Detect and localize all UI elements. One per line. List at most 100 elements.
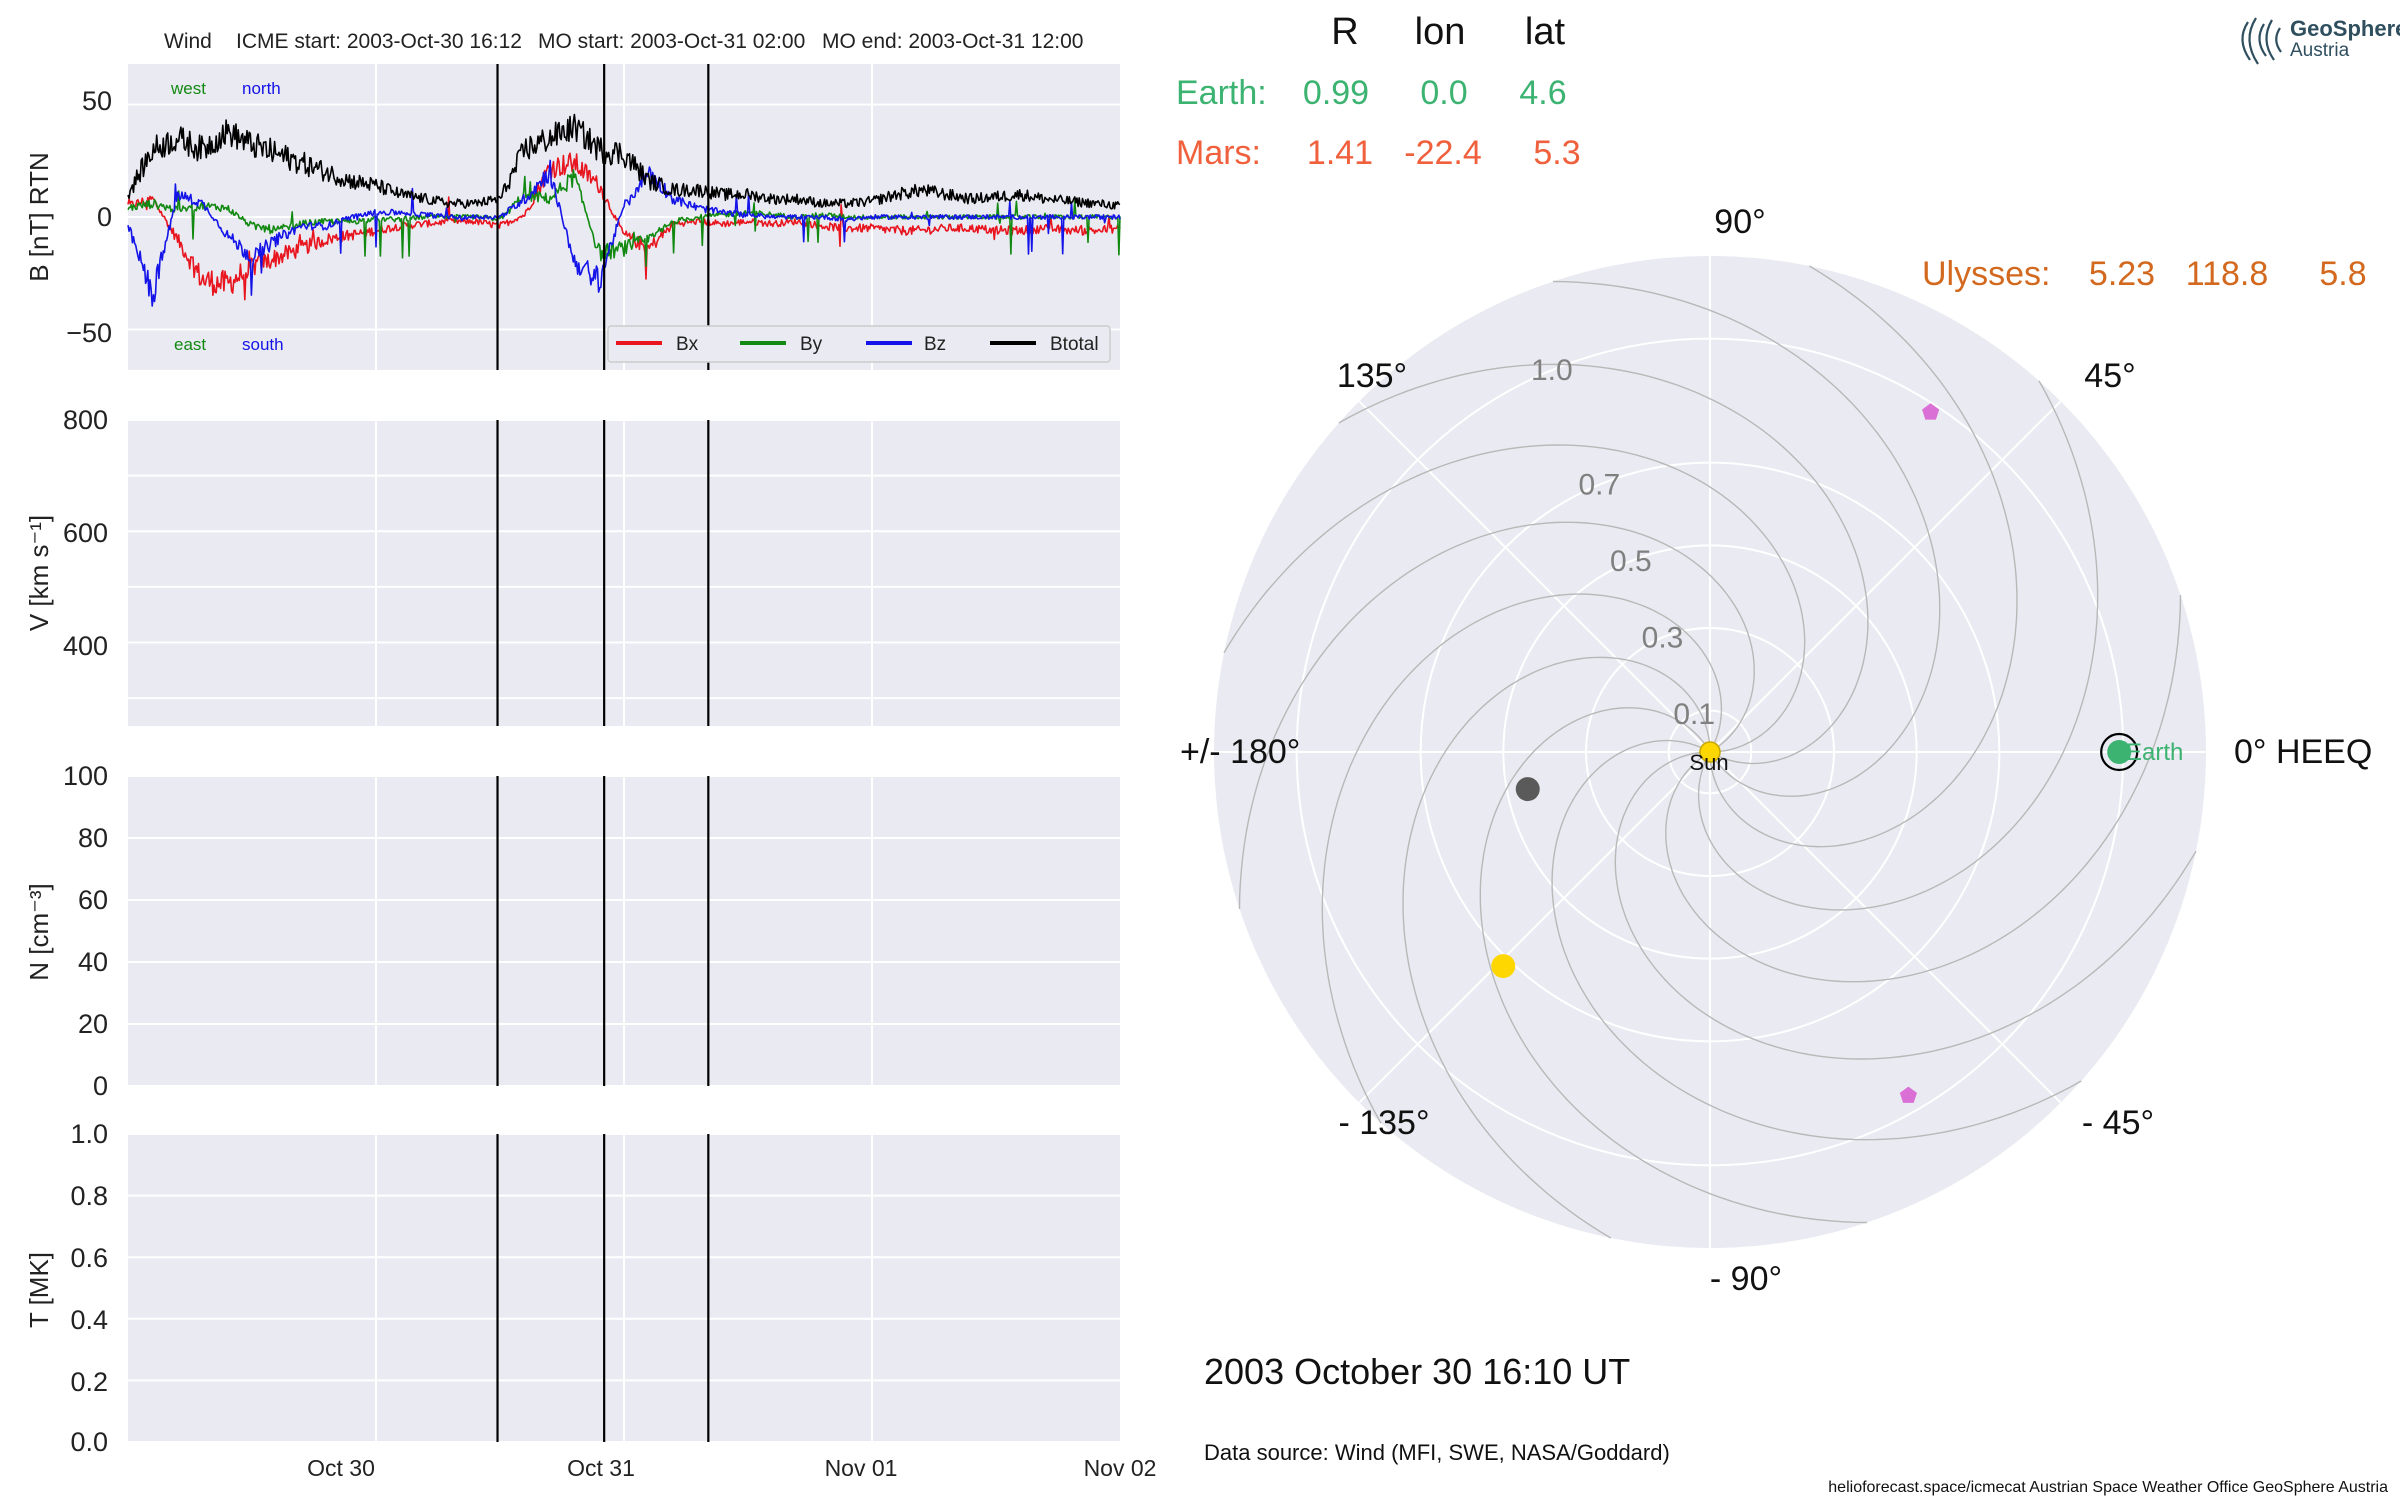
angle-label-m45: - 45° <box>2082 1104 2154 1142</box>
legend-btotal: Btotal <box>1050 334 1099 355</box>
parker-spiral <box>1614 751 2197 1060</box>
panel-t-event-lines <box>496 1134 710 1442</box>
earth-ring-marker <box>2100 732 2139 772</box>
ulysses-row-name: Ulysses: <box>1922 255 2050 293</box>
panel-temperature: 1.0 0.8 0.6 0.4 0.2 0.0 T [MK] Oct 30 Oc… <box>24 1119 1156 1481</box>
south-annotation: south <box>242 335 284 354</box>
v-ytick-600: 600 <box>63 518 108 548</box>
parker-spiral <box>1223 444 1806 753</box>
parker-spiral <box>1479 707 1868 1224</box>
angle-label-45: 45° <box>2084 357 2135 395</box>
panel-n-event-lines <box>496 776 710 1086</box>
panel-b-field: west north east south Bx By Bz Btotal 50… <box>24 64 1121 370</box>
v-ylabel: V [km s⁻¹] <box>24 515 54 631</box>
xtick-nov02: Nov 02 <box>1084 1455 1157 1481</box>
east-annotation: east <box>174 335 206 354</box>
t-ytick-04: 0.4 <box>70 1305 108 1335</box>
angle-label-90: 90° <box>1714 203 1765 241</box>
t-ytick-02: 0.2 <box>70 1367 108 1397</box>
rtick-0-5: 0.5 <box>1610 545 1652 578</box>
col-header-r: R <box>1331 11 1358 53</box>
planet-table: R lon lat Earth: 0.99 0.0 4.6 Mars: 1.41… <box>1176 11 2367 293</box>
earth-row-name: Earth: <box>1176 74 1267 112</box>
panel-n-grid <box>128 775 1120 1087</box>
logo-line2: Austria <box>2290 40 2350 61</box>
parker-spiral <box>1238 521 1755 910</box>
n-ytick-80: 80 <box>78 823 108 853</box>
series-bx <box>127 152 1121 301</box>
polar-r-ticks: 0.1 0.3 0.5 0.7 1.0 <box>1531 354 1715 731</box>
west-annotation: west <box>170 79 206 98</box>
mars-row-lat: 5.3 <box>1533 134 1580 172</box>
parker-spiral <box>1402 656 1711 1239</box>
parker-spiral <box>1338 363 1869 765</box>
t-ytick-08: 0.8 <box>70 1181 108 1211</box>
mo-start-label: MO start: 2003-Oct-31 02:00 <box>538 30 805 53</box>
ulysses-row-lon: 118.8 <box>2186 255 2269 293</box>
n-ytick-20: 20 <box>78 1009 108 1039</box>
spacecraft-label: Wind <box>164 30 212 53</box>
angle-label-180: +/- 180° <box>1180 733 1300 771</box>
legend-by: By <box>800 334 823 355</box>
geosphere-logo: GeoSphere Austria <box>2241 16 2400 65</box>
t-ytick-06: 0.6 <box>70 1243 108 1273</box>
angle-label-0: 0° HEEQ <box>2234 733 2372 771</box>
v-ytick-800: 800 <box>63 405 108 435</box>
date-label: 2003 October 30 16:10 UT <box>1204 1351 1630 1392</box>
n-ylabel: N [cm⁻³] <box>24 883 54 981</box>
logo-line1: GeoSphere <box>2290 16 2400 41</box>
ulysses-row-lat: 5.8 <box>2319 255 2366 293</box>
panel-density: 100 80 60 40 20 0 N [cm⁻³] <box>24 761 1120 1101</box>
mars-row-lon: -22.4 <box>1404 134 1482 172</box>
polar-points <box>1491 403 2139 1103</box>
panel-velocity: 800 600 400 V [km s⁻¹] <box>24 405 1120 726</box>
t-ylabel: T [MK] <box>24 1252 54 1328</box>
b-ytick-0: 0 <box>97 202 112 232</box>
polar-plot: 0.1 0.3 0.5 0.7 1.0 0° HEEQ 45° 90° 135°… <box>1180 203 2372 1298</box>
b-ytick-50: 50 <box>82 86 112 116</box>
angle-label-135: 135° <box>1337 357 1407 395</box>
b-legend: Bx By Bz Btotal <box>607 325 1111 363</box>
north-annotation: north <box>242 79 281 98</box>
parker-spiral <box>1697 380 2099 911</box>
parker-spiral <box>1665 594 2182 983</box>
body-marker-1 <box>1515 777 1540 802</box>
n-ytick-40: 40 <box>78 947 108 977</box>
parker-spirals <box>1223 265 2197 1239</box>
polar-spoke <box>1358 400 1711 753</box>
parker-spiral <box>1551 739 2082 1141</box>
footer-credits: helioforecast.space/icmecat Austrian Spa… <box>1828 1479 2388 1496</box>
b-ylabel: B [nT] RTN <box>24 152 54 282</box>
polar-spoke <box>1358 751 1711 1104</box>
earth-polar-label: Earth <box>2126 739 2183 766</box>
series-bz <box>127 159 1121 307</box>
sun-label: Sun <box>1689 750 1728 775</box>
ulysses-row-r: 5.23 <box>2089 255 2155 293</box>
sun-marker <box>1699 741 1721 763</box>
earth-marker <box>2107 740 2132 764</box>
rtick-0-1: 0.1 <box>1673 698 1715 731</box>
col-header-lat: lat <box>1525 11 1566 53</box>
spacecraft-marker-4 <box>1899 1086 1917 1103</box>
b-ytick-m50: −50 <box>66 318 112 348</box>
rtick-1-0: 1.0 <box>1531 354 1573 387</box>
parker-spiral <box>1552 280 1941 797</box>
icme-start-label: ICME start: 2003-Oct-30 16:12 <box>236 30 522 53</box>
parker-spiral <box>1321 593 1723 1124</box>
panel-v-event-lines <box>496 420 710 726</box>
mars-row-r: 1.41 <box>1307 134 1373 172</box>
v-ytick-400: 400 <box>63 631 108 661</box>
data-source: Data source: Wind (MFI, SWE, NASA/Goddar… <box>1204 1440 1670 1465</box>
rtick-0-3: 0.3 <box>1642 621 1684 654</box>
legend-bz: Bz <box>924 334 946 355</box>
rtick-0-7: 0.7 <box>1578 469 1620 502</box>
panel-b-series <box>127 113 1121 307</box>
earth-row-lat: 4.6 <box>1519 74 1566 112</box>
series-btotal <box>127 113 1121 210</box>
mars-row-name: Mars: <box>1176 134 1261 172</box>
mo-end-label: MO end: 2003-Oct-31 12:00 <box>822 30 1084 53</box>
t-ytick-0: 0.0 <box>70 1427 108 1457</box>
legend-bx: Bx <box>676 334 699 355</box>
earth-row-r: 0.99 <box>1303 74 1369 112</box>
